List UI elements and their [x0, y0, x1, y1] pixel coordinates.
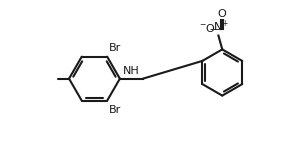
Text: Br: Br — [109, 104, 121, 115]
Text: Br: Br — [109, 43, 121, 53]
Text: N$^{+}$: N$^{+}$ — [214, 19, 230, 34]
Text: —: — — [209, 24, 220, 34]
Text: NH: NH — [123, 66, 140, 76]
Text: $^{-}$O: $^{-}$O — [199, 22, 216, 34]
Text: O: O — [217, 9, 226, 19]
